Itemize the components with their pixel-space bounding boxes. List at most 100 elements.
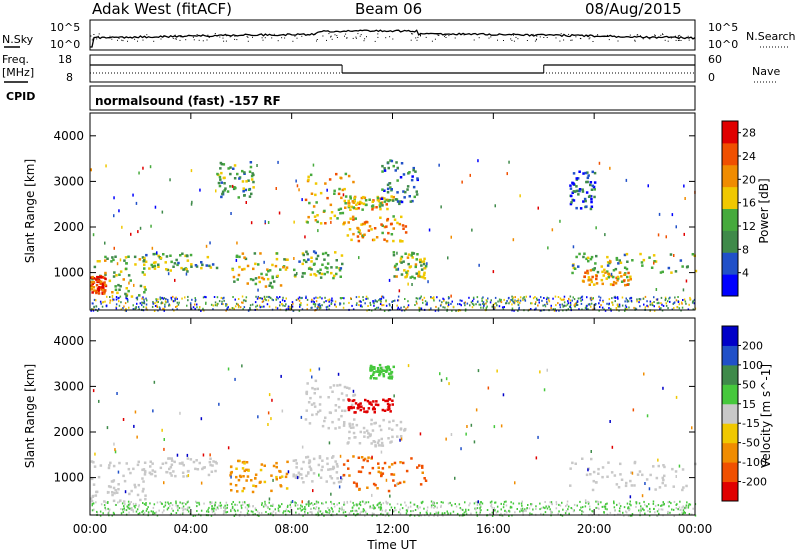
scatter-point — [658, 212, 661, 216]
scatter-point — [487, 297, 489, 300]
scatter-point — [601, 270, 604, 274]
scatter-point — [435, 511, 437, 514]
scatter-point — [124, 490, 127, 494]
colorbar-tick-label: 16 — [742, 197, 756, 210]
scatter-point — [231, 503, 233, 506]
scatter-point — [416, 505, 419, 507]
scatter-point — [542, 506, 545, 509]
scatter-point — [259, 252, 262, 255]
scatter-point — [658, 508, 660, 511]
noise-search-dot — [571, 39, 573, 41]
scatter-point — [97, 277, 100, 281]
scatter-point — [310, 300, 313, 303]
scatter-point — [387, 199, 390, 203]
scatter-point — [238, 459, 241, 463]
scatter-point — [459, 299, 461, 302]
scatter-point — [170, 512, 172, 515]
scatter-point — [630, 504, 632, 507]
colorbar-swatch — [722, 442, 738, 463]
scatter-point — [221, 303, 223, 305]
scatter-point — [499, 300, 501, 303]
scatter-point — [279, 301, 281, 304]
scatter-point — [386, 512, 388, 515]
scatter-point — [464, 501, 466, 504]
scatter-point — [152, 513, 154, 516]
scatter-point — [107, 466, 111, 470]
scatter-point — [142, 301, 144, 304]
scatter-point — [317, 229, 319, 233]
noise-search-dot — [560, 33, 562, 35]
scatter-point — [653, 309, 656, 312]
scatter-point — [275, 478, 278, 481]
scatter-point — [416, 466, 419, 469]
scatter-point — [124, 256, 128, 259]
scatter-point — [185, 474, 189, 478]
scatter-point — [362, 458, 366, 462]
scatter-point — [582, 280, 585, 283]
scatter-point — [400, 162, 404, 165]
scatter-point — [95, 490, 98, 494]
scatter-point — [395, 161, 398, 164]
scatter-point — [407, 304, 410, 307]
scatter-point — [575, 302, 578, 305]
scatter-point — [91, 278, 94, 281]
scatter-point — [481, 297, 483, 300]
scatter-point — [630, 484, 634, 487]
scatter-point — [576, 300, 579, 303]
scatter-point — [682, 299, 684, 301]
scatter-point — [470, 512, 472, 515]
scatter-point — [265, 273, 268, 276]
noise-search-dot — [326, 39, 327, 41]
scatter-point — [584, 307, 587, 309]
scatter-point — [423, 507, 425, 510]
scatter-point — [647, 509, 649, 512]
scatter-point — [586, 269, 589, 273]
scatter-point — [535, 456, 538, 460]
scatter-point — [225, 309, 227, 312]
scatter-point — [355, 203, 358, 206]
date-title: 08/Aug/2015 — [585, 0, 682, 18]
scatter-point — [307, 471, 310, 474]
scatter-point — [576, 504, 578, 507]
scatter-point — [380, 506, 382, 509]
scatter-point — [525, 509, 527, 512]
scatter-point — [662, 386, 664, 390]
scatter-point — [217, 507, 219, 510]
scatter-point — [567, 300, 569, 303]
scatter-point — [332, 384, 336, 387]
noise-search-dot — [247, 36, 249, 38]
scatter-point — [608, 261, 611, 265]
scatter-point — [656, 302, 659, 305]
scatter-point — [464, 309, 467, 312]
scatter-point — [227, 167, 230, 170]
scatter-point — [371, 208, 374, 211]
scatter-point — [152, 261, 156, 265]
scatter-point — [391, 403, 394, 406]
scatter-point — [375, 400, 378, 403]
scatter-point — [351, 200, 354, 203]
scatter-point — [161, 210, 164, 214]
scatter-point — [312, 489, 314, 493]
scatter-point — [500, 502, 502, 505]
time-axis-labels: 00:00 04:00 08:00 12:00 16:00 20:00 00:00 — [73, 522, 713, 536]
scatter-point — [570, 507, 572, 509]
scatter-point — [553, 309, 556, 312]
scatter-point — [194, 298, 197, 301]
noise-search-dot — [488, 37, 490, 39]
scatter-point — [596, 500, 599, 503]
scatter-point — [312, 250, 316, 253]
scatter-point — [465, 432, 467, 436]
scatter-point — [333, 503, 335, 505]
noise-search-dot — [252, 36, 253, 38]
scatter-point — [519, 510, 521, 513]
scatter-point — [582, 511, 585, 513]
scatter-point — [324, 222, 327, 225]
scatter-point — [326, 462, 329, 466]
scatter-point — [517, 309, 519, 312]
noise-search-dot — [607, 34, 608, 36]
scatter-point — [577, 265, 580, 268]
scatter-point — [480, 501, 482, 504]
scatter-point — [378, 203, 381, 207]
scatter-point — [254, 282, 258, 286]
scatter-point — [369, 367, 372, 370]
